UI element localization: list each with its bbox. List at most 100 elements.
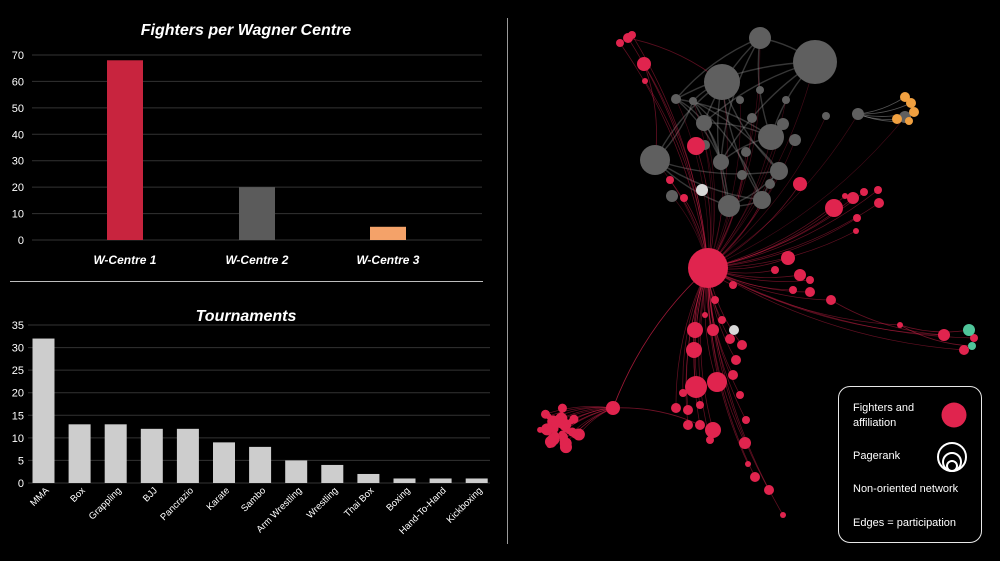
network-node-fighter xyxy=(545,413,552,420)
network-node-gray xyxy=(671,94,681,104)
network-node-fighter xyxy=(728,370,738,380)
bar xyxy=(370,226,406,240)
network-node-fighter xyxy=(737,340,747,350)
network-node-gray xyxy=(696,115,712,131)
network-node-fighter xyxy=(559,441,572,454)
network-edge xyxy=(707,267,965,351)
pagerank-small-icon xyxy=(946,460,958,472)
network-node-fighter xyxy=(718,316,726,324)
network-node-fighter xyxy=(825,199,843,217)
network-node-fighter xyxy=(853,228,859,234)
y-tick-label: 40 xyxy=(12,129,24,141)
network-node-fighter xyxy=(555,412,568,425)
y-tick-label: 5 xyxy=(18,455,24,467)
legend-fighters-label: Fighters and affiliation xyxy=(853,401,914,431)
y-tick-label: 25 xyxy=(12,365,24,377)
network-node-fighter xyxy=(731,355,741,365)
bar xyxy=(213,442,235,483)
network-node-green xyxy=(968,342,976,350)
network-node-fighter xyxy=(687,137,705,155)
network-node-fighter xyxy=(568,418,575,425)
y-tick-label: 20 xyxy=(12,182,24,194)
network-node-gray xyxy=(756,86,764,94)
bar xyxy=(140,428,163,483)
network-node-fighter xyxy=(628,31,636,39)
y-tick-label: 50 xyxy=(12,103,24,115)
x-tick-label: W-Centre 3 xyxy=(357,253,420,267)
network-node-fighter xyxy=(764,485,774,495)
legend-pagerank-label: Pagerank xyxy=(853,450,901,462)
network-node-fighter xyxy=(847,192,859,204)
y-tick-label: 10 xyxy=(12,433,24,445)
network-node-fighter xyxy=(705,422,721,438)
network-node-gray xyxy=(666,190,678,202)
bar xyxy=(249,446,272,483)
network-node-fighter xyxy=(616,39,624,47)
network-node-gray xyxy=(777,118,789,130)
y-tick-label: 20 xyxy=(12,388,24,400)
network-node-fighter xyxy=(860,188,868,196)
network-node-fighter xyxy=(683,420,693,430)
network-node-gray xyxy=(852,108,864,120)
bar xyxy=(285,460,308,483)
bar xyxy=(176,428,199,483)
fighter-node-icon xyxy=(941,402,967,428)
network-node-light xyxy=(696,184,708,196)
y-tick-label: 0 xyxy=(18,235,24,247)
bar xyxy=(107,60,143,241)
network-node-fighter xyxy=(687,322,703,338)
network-edge xyxy=(707,267,749,465)
network-node-orange xyxy=(892,114,902,124)
bar xyxy=(68,424,91,483)
network-node-fighter xyxy=(686,342,702,358)
network-node-gray xyxy=(770,162,788,180)
network-node-fighter xyxy=(557,403,567,413)
network-node-fighter xyxy=(959,345,969,355)
bar xyxy=(104,424,127,483)
fighter-node-swatch xyxy=(941,402,967,428)
network-node-gray xyxy=(747,113,757,123)
network-node-light xyxy=(729,325,739,335)
network-node-gray xyxy=(689,97,697,105)
network-node-fighter xyxy=(642,78,648,84)
network-node-gray xyxy=(753,191,771,209)
network-node-gray xyxy=(704,64,740,100)
network-edge xyxy=(707,113,859,269)
network-node-fighter xyxy=(781,251,795,265)
network-node-fighter xyxy=(558,430,565,437)
y-tick-label: 60 xyxy=(12,76,24,88)
network-node-gray xyxy=(789,134,801,146)
section-divider xyxy=(10,281,483,282)
network-edge xyxy=(675,98,709,269)
network-node-fighter xyxy=(696,401,704,409)
legend-network-label: Non-oriented network xyxy=(853,483,959,495)
legend-fighters-line2: affiliation xyxy=(853,417,897,429)
network-node-fighter xyxy=(606,401,620,415)
network-node-fighter xyxy=(688,248,728,288)
network-node-fighter xyxy=(565,428,572,435)
network-legend: Fighters and affiliation Pagerank Non-or… xyxy=(838,386,982,543)
network-node-fighter xyxy=(707,324,719,336)
network-node-fighter xyxy=(679,389,687,397)
network-node-fighter xyxy=(806,276,814,284)
panel-divider xyxy=(507,18,508,544)
network-edge xyxy=(619,42,709,269)
network-node-fighter xyxy=(897,322,903,328)
network-node-gray xyxy=(749,27,771,49)
network-node-fighter xyxy=(685,376,707,398)
network-node-fighter xyxy=(874,186,882,194)
bar xyxy=(465,478,488,483)
network-node-fighter xyxy=(736,391,744,399)
network-node-orange xyxy=(906,98,916,108)
network-node-fighter xyxy=(637,57,651,71)
network-node-fighter xyxy=(711,296,719,304)
network-edge xyxy=(692,100,763,201)
bar xyxy=(429,478,452,483)
network-edge xyxy=(644,80,709,269)
network-node-fighter xyxy=(938,329,950,341)
network-edge xyxy=(707,267,746,444)
network-node-fighter xyxy=(570,429,580,439)
x-tick-label: W-Centre 1 xyxy=(94,253,157,267)
